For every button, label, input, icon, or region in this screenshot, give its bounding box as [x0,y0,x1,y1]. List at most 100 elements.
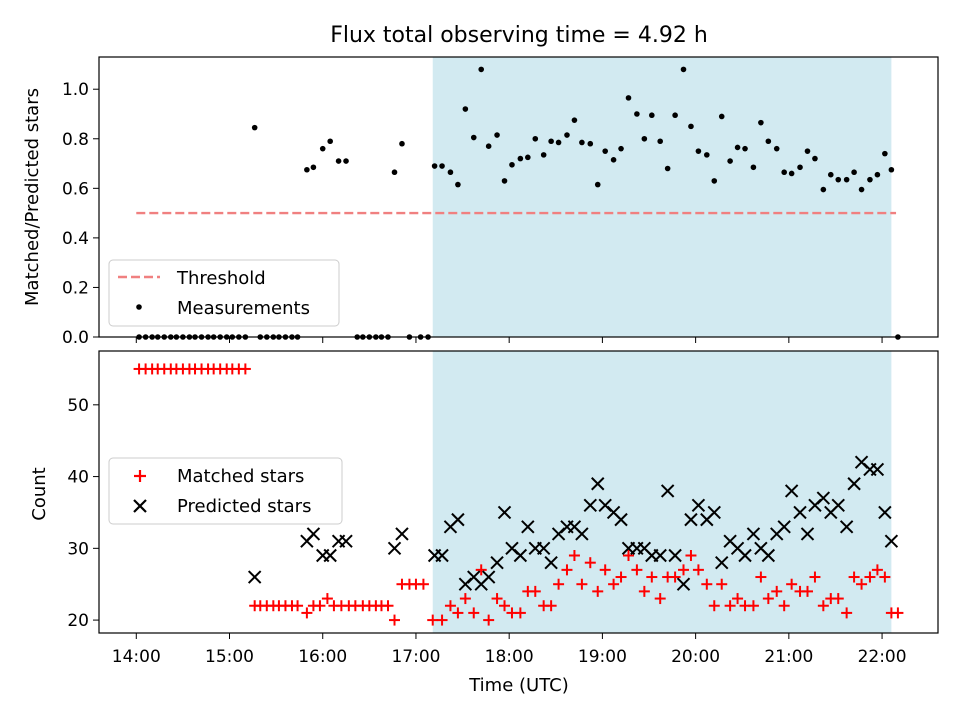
measurement-point [625,95,632,101]
predicted-star-point [481,570,496,584]
measurement-point [564,132,570,138]
matched-star-point [638,585,650,597]
measurement-point [532,135,539,142]
predicted-x-b [847,477,861,491]
measurement-point [812,155,818,162]
measurement-point [540,152,547,158]
matched-star-point [692,564,704,576]
bottom-panel: 20 30 40 50 14:00 15:00 16:00 17:00 18:00 19:00 2… [29,350,939,696]
predicted-x-b [583,498,597,512]
measurement-point [773,145,780,152]
predicted-star-point [761,548,776,563]
predicted-star-point [451,512,465,527]
predicted-x-b [467,570,481,584]
measurement-point [501,178,508,184]
measurement-point [718,113,725,120]
predicted-x-b [878,505,892,520]
predicted-star-point [878,505,892,520]
predicted-star-point [544,555,558,570]
bottom-legend: Matched stars Predicted stars [108,457,343,525]
measurement-point [587,140,594,147]
predicted-star-point [793,505,807,520]
matched-star-point [514,607,526,619]
measurement-point [571,117,578,123]
measurement-point [555,139,562,146]
matched-star-point [584,557,596,569]
matched-star-point [809,571,821,583]
predicted-star-point [847,477,861,491]
predicted-star-point [707,505,721,520]
measurement-point [335,158,342,164]
x-tick-label: 16:00 [298,647,347,667]
bottom-y-axis: 20 30 40 50 [67,396,99,631]
predicted-x-b [793,505,807,520]
matched-star-point [762,593,774,605]
measurement-point [750,164,757,171]
bottom-x-axis-label: Time (UTC) [468,675,569,696]
measurement-point [867,176,873,183]
predicted-star-point [536,541,551,556]
matched-star-point [292,600,304,612]
predicted-x-b [544,555,558,570]
legend-measurements-label: Measurements [177,298,310,319]
x-tick-label: 22:00 [858,647,907,667]
top-y-tick-label: 1.0 [62,80,89,100]
predicted-star-point [497,505,512,520]
measurement-point [672,112,678,119]
matched-star-point [892,607,904,619]
predicted-x-b [870,462,885,477]
measurement-point [447,169,454,176]
matched-star-point [841,607,853,619]
matched-star-point [631,564,643,576]
matched-star-point [314,600,326,612]
bottom-axes-frame [98,350,939,634]
matched-star-point [856,578,868,590]
measurement-point [888,166,895,173]
predicted-star-point [839,520,854,534]
predicted-x-b [598,498,612,512]
predicted-x-b [497,505,512,520]
measurement-point [494,132,500,138]
predicted-x-b [784,484,799,498]
predicted-star-point [816,491,831,505]
bottom-plot-area [133,363,904,626]
matched-star-point [417,578,429,590]
matched-star-point [646,571,658,583]
matched-star-point [678,564,690,576]
predicted-star-point [513,548,528,563]
matched-star-point [732,593,744,605]
predicted-x-b [854,455,869,469]
measurement-point [327,138,333,145]
predicted-star-point [653,548,667,563]
measurement-point [711,178,718,184]
top-observing-interval-shade [432,57,892,337]
matched-star-point [239,363,251,375]
matched-star-point [654,593,666,605]
measurement-point [704,152,710,158]
legend-predicted-label: Predicted stars [177,496,311,517]
measurement-point [758,119,764,126]
matched-star-point [568,550,580,562]
predicted-x-b [668,548,682,563]
predicted-x-b [715,555,729,570]
predicted-x-b [746,527,761,541]
x-tick-label: 21:00 [764,647,813,667]
measurement-point [788,170,795,177]
predicted-x-b [831,498,845,512]
predicted-star-point [490,555,504,570]
matched-star-point [491,593,503,605]
x-tick-label: 18:00 [485,647,534,667]
legend-measurements-swatch [136,304,142,310]
bottom-legend-box [108,457,343,525]
predicted-star-point [684,512,698,527]
predicted-star-point [521,520,535,534]
measurement-point [641,135,648,142]
predicted-x-b [653,548,667,563]
matched-star-point [452,607,464,619]
predicted-star-point [323,548,337,563]
predicted-x-b [660,484,675,498]
matched-star-point [724,600,736,612]
matched-star-point [747,600,759,612]
matched-star-point [444,600,456,612]
